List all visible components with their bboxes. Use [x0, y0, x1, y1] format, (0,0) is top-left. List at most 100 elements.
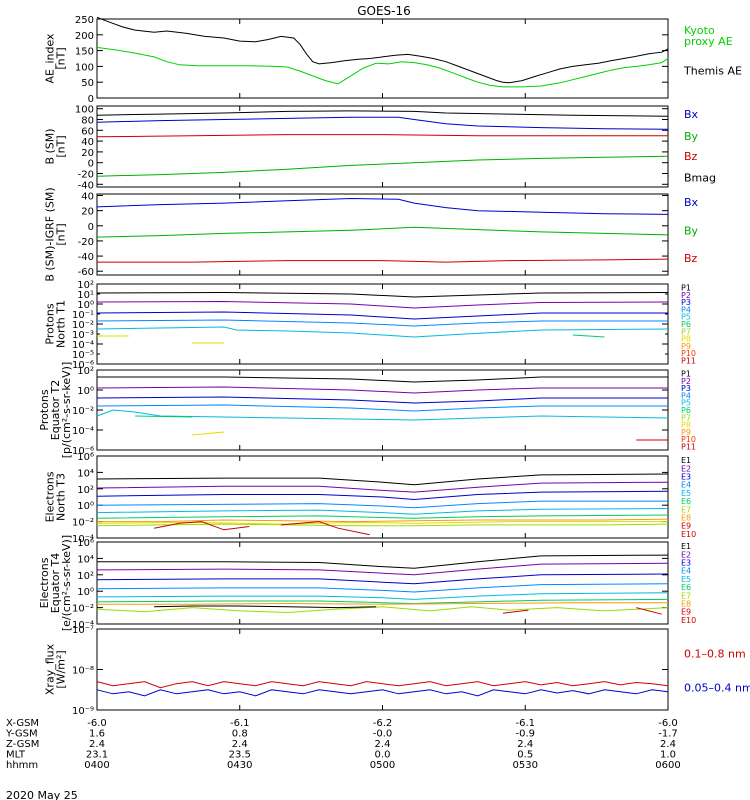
y-axis-label-line: Protons	[38, 389, 51, 430]
legend-entry: P4	[681, 391, 691, 400]
legend-entry: E3	[681, 473, 691, 482]
y-tick-label: 10⁻²	[72, 406, 94, 417]
series-line	[96, 197, 669, 215]
series-line	[96, 592, 669, 600]
ephemeris-value: 2.4	[375, 739, 391, 750]
ephemeris-value: 23.1	[86, 750, 108, 761]
series-line	[96, 155, 669, 177]
y-tick-label: 10⁻¹	[72, 310, 94, 321]
series-line	[192, 431, 224, 436]
y-tick-label: 10⁻⁴	[72, 534, 94, 545]
ephemeris-value: 1.6	[89, 729, 105, 740]
date-label: 2020 May 25	[6, 789, 78, 800]
legend-entry: Bz	[684, 252, 698, 265]
legend-entry: P1	[681, 284, 691, 293]
y-tick-label: 10⁻²	[72, 604, 94, 615]
ephemeris-value: 0430	[227, 760, 252, 771]
y-axis-label-line: North T1	[55, 300, 68, 348]
series-line	[502, 609, 529, 614]
legend-entry: E2	[681, 550, 691, 559]
legend-entry: E3	[681, 559, 691, 568]
series-line	[280, 521, 370, 536]
y-axis-label-line: Protons	[44, 303, 57, 344]
y-tick-label: 10⁻⁵	[72, 350, 94, 361]
ephemeris-value: -6.2	[373, 718, 393, 729]
legend-entry: E1	[681, 542, 691, 551]
legend-entry: P5	[681, 313, 691, 322]
y-axis-label-line: Equator T4	[49, 553, 62, 613]
legend-entry: E7	[681, 505, 691, 514]
legend-entry: Bz	[684, 150, 698, 163]
y-tick-label: 10⁴	[77, 468, 94, 479]
series-line	[97, 554, 669, 569]
series-line	[572, 334, 605, 338]
y-axis-label-line: Electrons	[44, 471, 57, 522]
series-line	[96, 134, 668, 138]
legend-entry: Bx	[684, 196, 699, 209]
ephemeris-value: 0.0	[375, 750, 391, 761]
y-tick-label: 10¹	[77, 290, 94, 301]
legend-entry: E10	[681, 530, 696, 539]
ephemeris-value: -6.1	[230, 718, 250, 729]
series-line	[636, 607, 662, 615]
y-tick-label: 200	[75, 31, 94, 42]
legend-entry: P6	[681, 406, 691, 415]
legend-entry: E6	[681, 583, 691, 592]
ephemeris-value: -0.9	[515, 729, 535, 740]
ephemeris-value: 2.4	[660, 739, 676, 750]
series-line	[96, 226, 669, 238]
panel-bigrf: 40 20 0 -20 -40 -60 B (SM)-IGRF (SM)[nT] Bx By Bz	[44, 187, 699, 281]
legend-entry: P10	[681, 349, 696, 358]
series-line	[96, 606, 669, 614]
ephemeris-row-name: X-GSM	[6, 718, 39, 729]
y-axis-label-line: [p/(cm²-s-sr-keV)]	[60, 362, 73, 459]
series-line	[96, 514, 669, 519]
legend-entry: P2	[681, 377, 691, 386]
ephemeris-value: -1.7	[658, 729, 678, 740]
legend-entry: P9	[681, 342, 691, 351]
y-tick-label: 10⁻⁹	[72, 706, 94, 717]
series-line	[96, 481, 669, 493]
y-axis-label: B (SM)-IGRF (SM)[nT]	[44, 187, 68, 281]
legend-entry: P7	[681, 413, 691, 422]
y-axis-label: ElectronsEquator T4[e/(cm²-s-sr-keV)]	[38, 535, 73, 631]
legend-entry: P1	[681, 370, 691, 379]
ephemeris-value: -6.1	[515, 718, 535, 729]
y-axis-label: AE_index[nT]	[44, 33, 68, 84]
y-axis-label-line: [W/m²]	[55, 650, 68, 688]
y-tick-label: 10⁻³	[72, 330, 94, 341]
y-axis-label-line: AE_index	[44, 33, 57, 84]
y-tick-label: 50	[81, 78, 94, 89]
series-line	[96, 300, 669, 309]
legend-entry: Themis AE	[683, 64, 742, 77]
y-axis-label-line: [nT]	[55, 135, 68, 157]
legend-entry: By	[684, 224, 699, 237]
series-line	[96, 291, 669, 298]
legend-entry: Bmag	[684, 171, 716, 184]
series-line	[96, 409, 669, 421]
series-line	[96, 110, 669, 117]
y-tick-label: 10⁻⁷	[72, 625, 94, 636]
series-line	[96, 319, 668, 327]
y-tick-label: 0	[88, 94, 94, 105]
y-tick-label: 20	[81, 207, 94, 218]
ephemeris-value: 2.4	[517, 739, 533, 750]
legend-entry: E8	[681, 600, 691, 609]
y-axis-label-line: [nT]	[55, 223, 68, 245]
ephemeris-value: -6.0	[658, 718, 678, 729]
legend-entry: E2	[681, 464, 691, 473]
series-line	[154, 605, 377, 609]
legend-entry: 0.05–0.4 nm	[684, 681, 750, 694]
legend-entry: E6	[681, 497, 691, 506]
legend-entry: P11	[681, 356, 696, 365]
legend-entry: P2	[681, 291, 691, 300]
series-line	[96, 598, 669, 605]
ephemeris-value: -0.0	[373, 729, 393, 740]
series-line	[96, 583, 669, 593]
ephemeris-value: 23.5	[229, 750, 251, 761]
legend-entry: P6	[681, 320, 691, 329]
